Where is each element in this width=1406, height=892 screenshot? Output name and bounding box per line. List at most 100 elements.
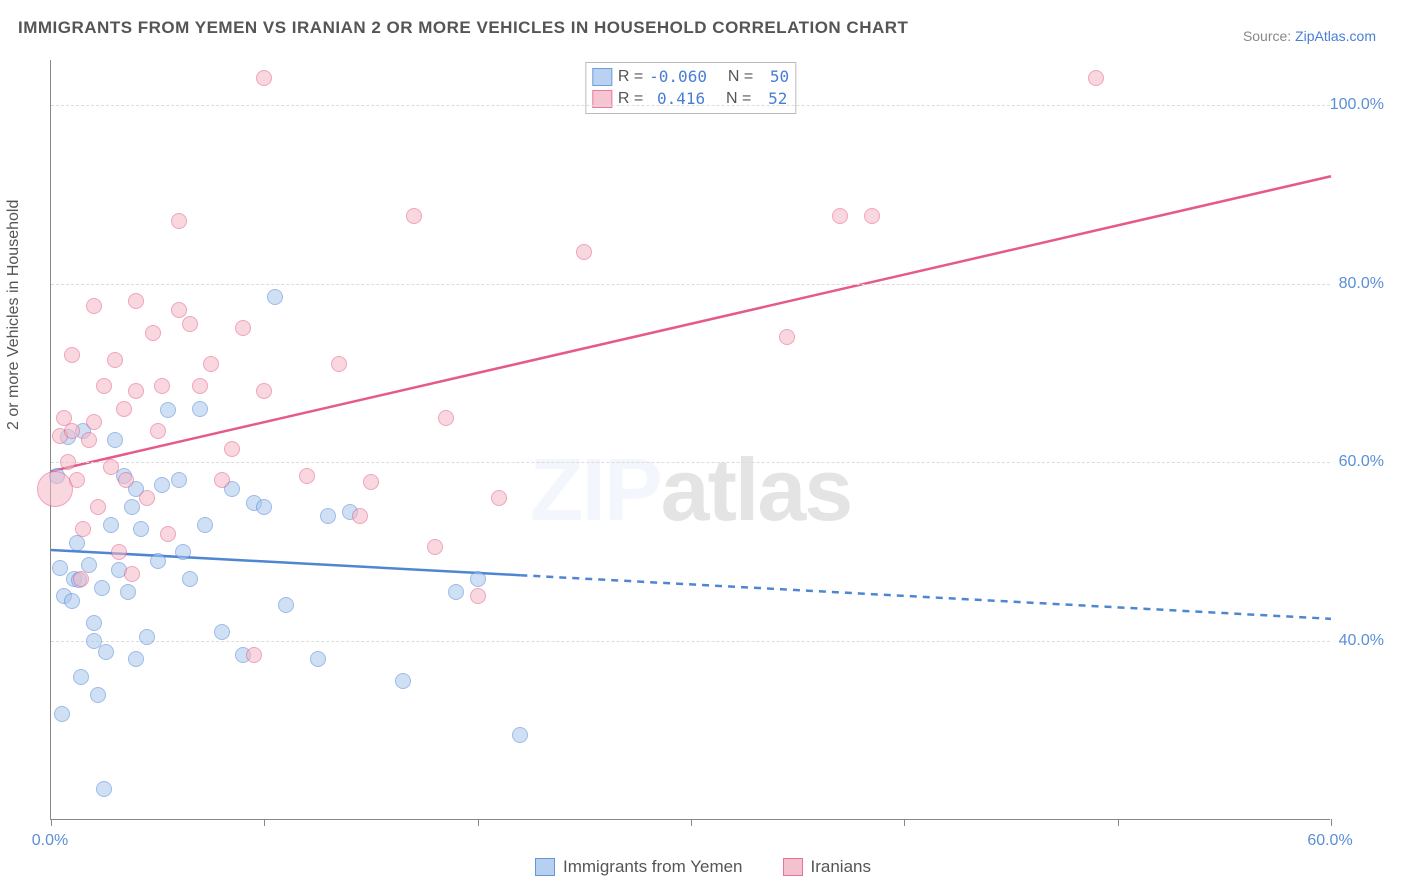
data-point (90, 687, 106, 703)
data-point (192, 378, 208, 394)
x-tick (51, 819, 52, 826)
watermark-zip: ZIP (530, 440, 661, 539)
legend-item: Iranians (783, 857, 871, 877)
r-label: R = (618, 88, 643, 110)
x-tick (691, 819, 692, 826)
data-point (73, 571, 89, 587)
x-tick (1331, 819, 1332, 826)
data-point (90, 499, 106, 515)
data-point (81, 432, 97, 448)
data-point (145, 325, 161, 341)
data-point (86, 414, 102, 430)
data-point (491, 490, 507, 506)
data-point (192, 401, 208, 417)
data-point (64, 423, 80, 439)
data-point (69, 472, 85, 488)
stats-row: R =-0.060 N =50 (592, 66, 789, 88)
data-point (182, 316, 198, 332)
data-point (96, 781, 112, 797)
data-point (73, 669, 89, 685)
r-label: R = (618, 66, 643, 88)
data-point (133, 521, 149, 537)
data-point (160, 526, 176, 542)
x-tick-label: 0.0% (32, 832, 68, 850)
source-prefix: Source: (1243, 28, 1295, 44)
trendlines (51, 60, 1331, 820)
legend-label: Iranians (811, 857, 871, 877)
data-point (310, 651, 326, 667)
chart-title: IMMIGRANTS FROM YEMEN VS IRANIAN 2 OR MO… (18, 18, 908, 38)
legend-label: Immigrants from Yemen (563, 857, 743, 877)
y-axis-label: 2 or more Vehicles in Household (5, 200, 23, 430)
y-tick-label: 40.0% (1339, 632, 1384, 650)
data-point (352, 508, 368, 524)
data-point (214, 624, 230, 640)
data-point (171, 472, 187, 488)
data-point (150, 553, 166, 569)
data-point (37, 471, 73, 507)
data-point (832, 208, 848, 224)
data-point (256, 383, 272, 399)
gridline (51, 284, 1330, 285)
data-point (107, 432, 123, 448)
legend-item: Immigrants from Yemen (535, 857, 743, 877)
data-point (103, 459, 119, 475)
data-point (107, 352, 123, 368)
data-point (96, 378, 112, 394)
data-point (75, 521, 91, 537)
data-point (171, 213, 187, 229)
data-point (395, 673, 411, 689)
data-point (94, 580, 110, 596)
r-value: -0.060 (649, 66, 707, 88)
data-point (1088, 70, 1104, 86)
x-tick-label: 60.0% (1307, 832, 1352, 850)
data-point (139, 629, 155, 645)
data-point (154, 477, 170, 493)
data-point (576, 244, 592, 260)
n-label: N = (728, 66, 753, 88)
data-point (331, 356, 347, 372)
data-point (267, 289, 283, 305)
stats-row: R = 0.416 N = 52 (592, 88, 789, 110)
data-point (470, 571, 486, 587)
data-point (128, 383, 144, 399)
y-tick-label: 100.0% (1330, 96, 1384, 114)
data-point (256, 499, 272, 515)
data-point (512, 727, 528, 743)
legend-swatch (535, 858, 555, 876)
data-point (154, 378, 170, 394)
data-point (64, 347, 80, 363)
n-label: N = (726, 88, 751, 110)
data-point (124, 566, 140, 582)
data-point (406, 208, 422, 224)
source-link[interactable]: ZipAtlas.com (1295, 28, 1376, 44)
n-value: 52 (757, 88, 787, 110)
r-value: 0.416 (649, 88, 705, 110)
series-legend: Immigrants from Yemen Iranians (535, 857, 871, 877)
y-tick-label: 60.0% (1339, 453, 1384, 471)
gridline (51, 641, 1330, 642)
data-point (438, 410, 454, 426)
data-point (175, 544, 191, 560)
data-point (278, 597, 294, 613)
data-point (197, 517, 213, 533)
data-point (235, 320, 251, 336)
data-point (363, 474, 379, 490)
gridline (51, 105, 1330, 106)
data-point (182, 571, 198, 587)
data-point (139, 490, 155, 506)
data-point (246, 647, 262, 663)
data-point (128, 293, 144, 309)
x-tick (478, 819, 479, 826)
y-tick-label: 80.0% (1339, 275, 1384, 293)
legend-swatch (592, 68, 612, 86)
x-tick (904, 819, 905, 826)
x-tick (1118, 819, 1119, 826)
data-point (299, 468, 315, 484)
data-point (120, 584, 136, 600)
stats-legend: R =-0.060 N =50R =0.416 N =52 (585, 62, 796, 114)
data-point (214, 472, 230, 488)
data-point (150, 423, 166, 439)
data-point (64, 593, 80, 609)
source-credit: Source: ZipAtlas.com (1243, 28, 1376, 44)
